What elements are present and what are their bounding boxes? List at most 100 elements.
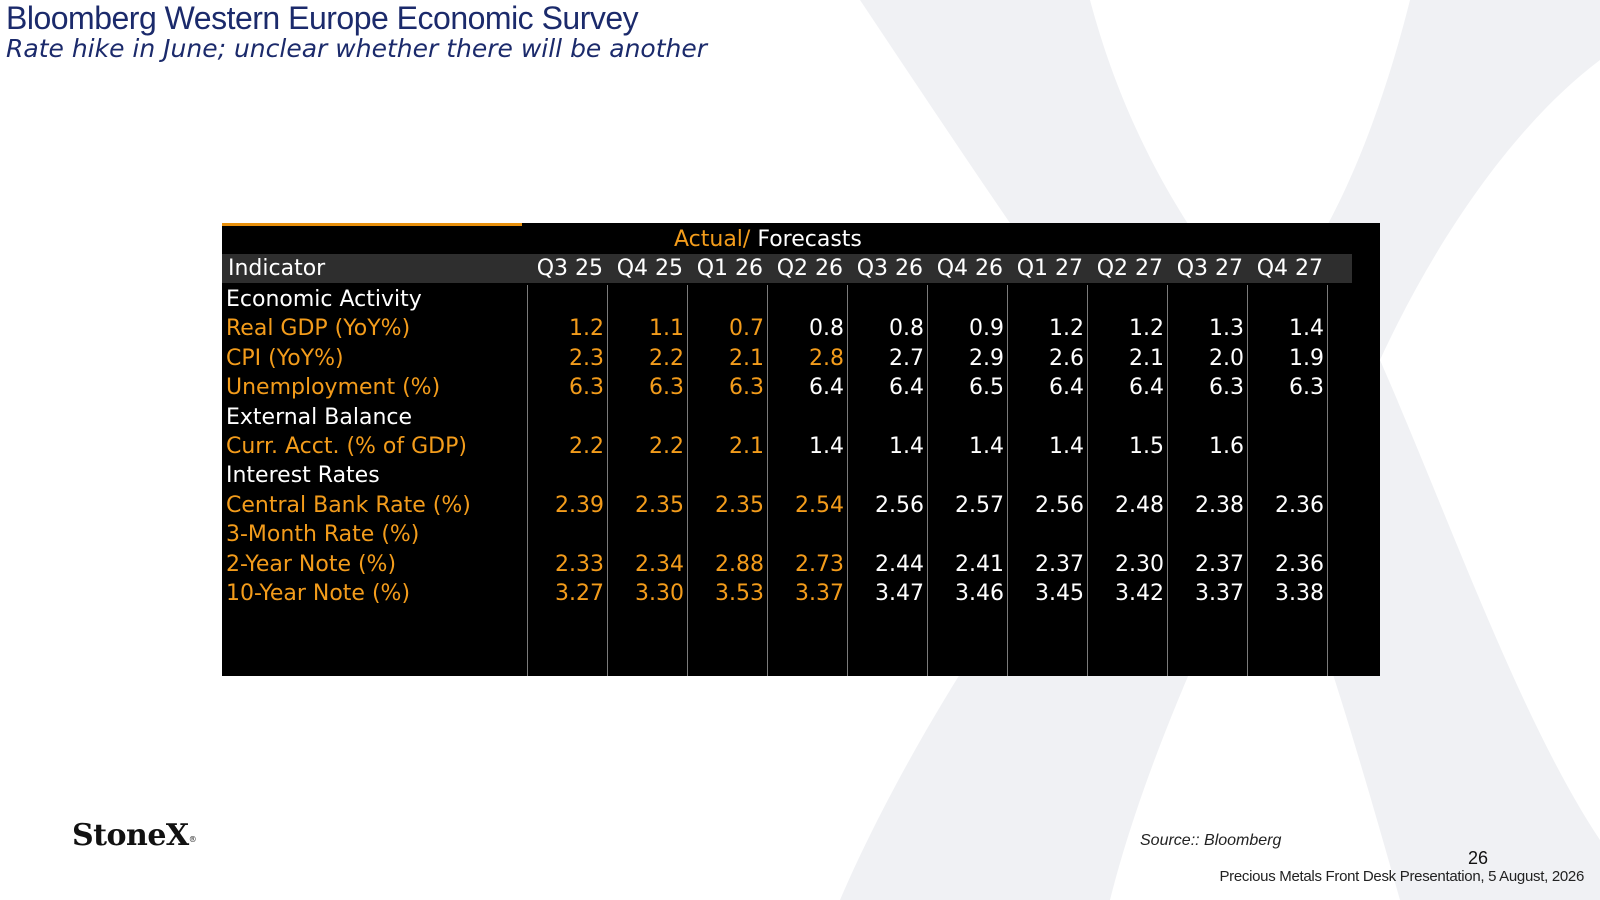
table-row: Central Bank Rate (%) 2.39 2.35 2.35 2.54 2.5… <box>222 491 1352 521</box>
column-header: Q3 26 <box>856 256 923 281</box>
section-label: Economic Activity <box>226 287 422 312</box>
table-cell: 2.56 <box>875 492 924 518</box>
row-label: Real GDP (YoY%) <box>226 316 411 342</box>
group-separator: / <box>742 227 751 252</box>
table-cell: 1.6 <box>1209 434 1244 459</box>
table-cell: 2.7 <box>889 345 924 371</box>
table-cell: 2.73 <box>795 551 844 577</box>
table-cell: 2.38 <box>1195 492 1244 518</box>
table-cell: 2.54 <box>795 492 844 518</box>
table-cell: 1.2 <box>569 316 604 342</box>
table-cell: 2.8 <box>809 345 844 371</box>
table-cell: 2.0 <box>1209 345 1244 371</box>
table-cell: 6.3 <box>1289 375 1324 401</box>
table-cell: 1.4 <box>889 434 924 459</box>
row-label: Curr. Acct. (% of GDP) <box>226 434 467 459</box>
section-row: External Balance <box>222 403 1352 433</box>
table-cell: 3.53 <box>715 581 764 606</box>
column-header: Q4 27 <box>1256 256 1323 281</box>
table-cell: 1.5 <box>1129 434 1164 459</box>
column-divider <box>527 285 528 676</box>
table-cell: 2.1 <box>1129 345 1164 371</box>
table-cell: 0.8 <box>889 316 924 342</box>
table-cell: 3.30 <box>635 581 684 606</box>
table-cell: 6.4 <box>1049 375 1084 401</box>
column-header: Q4 26 <box>936 256 1003 281</box>
table-cell: 3.46 <box>955 581 1004 606</box>
table-cell: 3.45 <box>1035 581 1084 606</box>
table-row: Curr. Acct. (% of GDP) 2.2 2.2 2.1 1.4 1.4 1.4… <box>222 432 1352 462</box>
slide-title: Bloomberg Western Europe Economic Survey <box>6 0 639 36</box>
table-cell: 2.2 <box>649 434 684 459</box>
table-cell: 2.3 <box>569 345 604 371</box>
table-cell: 2.56 <box>1035 492 1084 518</box>
table-cell: 2.34 <box>635 551 684 577</box>
table-row: Real GDP (YoY%) 1.2 1.1 0.7 0.8 0.8 0.9 1.2 1.2 1… <box>222 314 1352 344</box>
table-cell: 2.2 <box>569 434 604 459</box>
table-cell: 1.1 <box>649 316 684 342</box>
table-row: CPI (YoY%) 2.3 2.2 2.1 2.8 2.7 2.9 2.6 2.1 2.0 1.9 <box>222 344 1352 374</box>
column-header: Q2 27 <box>1096 256 1163 281</box>
actual-label: Actual <box>674 227 743 252</box>
column-header: Q2 26 <box>776 256 843 281</box>
table-cell: 1.9 <box>1289 345 1324 371</box>
column-divider <box>1007 285 1008 676</box>
table-cell: 2.39 <box>555 492 604 518</box>
table-cell: 2.1 <box>729 345 764 371</box>
table-cell: 2.35 <box>715 492 764 518</box>
table-cell: 1.2 <box>1129 316 1164 342</box>
row-label: 10-Year Note (%) <box>226 581 411 606</box>
table-cell: 1.4 <box>969 434 1004 459</box>
table-cell: 0.9 <box>969 316 1004 342</box>
page-number: 26 <box>1468 848 1489 868</box>
column-divider <box>1247 285 1248 676</box>
row-label: Central Bank Rate (%) <box>226 492 471 518</box>
row-label: 2-Year Note (%) <box>226 551 397 577</box>
table-cell: 2.9 <box>969 345 1004 371</box>
table-cell: 2.88 <box>715 551 764 577</box>
table-cell: 6.4 <box>809 375 844 401</box>
column-divider <box>607 285 608 676</box>
table-cell: 2.36 <box>1275 551 1324 577</box>
bloomberg-survey-table: Actual/ Forecasts Indicator Q3 25 Q4 25 Q1… <box>222 223 1380 676</box>
table-cell: 2.41 <box>955 551 1004 577</box>
indicator-header: Indicator <box>228 256 326 281</box>
table-cell: 2.36 <box>1275 492 1324 518</box>
column-header: Q1 27 <box>1016 256 1083 281</box>
table-row: 2-Year Note (%) 2.33 2.34 2.88 2.73 2.44 2.41 2… <box>222 550 1352 580</box>
table-row: 10-Year Note (%) 3.27 3.30 3.53 3.37 3.47 3.46… <box>222 579 1352 609</box>
terminal-top-accent <box>222 223 522 226</box>
table-cell: 1.4 <box>809 434 844 459</box>
table-cell: 1.3 <box>1209 316 1244 342</box>
table-cell: 3.37 <box>1195 581 1244 606</box>
presentation-footer: Precious Metals Front Desk Presentation,… <box>1219 868 1584 885</box>
table-row: 3-Month Rate (%) <box>222 520 1352 550</box>
column-divider <box>1087 285 1088 676</box>
table-cell: 0.8 <box>809 316 844 342</box>
section-row: Economic Activity <box>222 285 1352 315</box>
row-label: 3-Month Rate (%) <box>226 522 420 548</box>
table-cell: 6.3 <box>1209 375 1244 401</box>
section-label: External Balance <box>226 404 413 430</box>
table-cell: 6.4 <box>1129 375 1164 401</box>
column-divider <box>847 285 848 676</box>
column-header: Q3 27 <box>1176 256 1243 281</box>
table-cell: 6.4 <box>889 375 924 401</box>
table-cell: 2.57 <box>955 492 1004 518</box>
column-divider <box>927 285 928 676</box>
table-cell: 3.37 <box>795 581 844 606</box>
table-header-row: Indicator Q3 25 Q4 25 Q1 26 Q2 26 Q3 26 Q4 26… <box>222 254 1352 283</box>
forecasts-label: Forecasts <box>750 227 862 252</box>
row-label: CPI (YoY%) <box>226 345 344 371</box>
table-cell: 2.37 <box>1035 551 1084 577</box>
table-cell: 2.48 <box>1115 492 1164 518</box>
column-header: Q3 25 <box>536 256 603 281</box>
table-cell: 2.30 <box>1115 551 1164 577</box>
table-cell: 1.4 <box>1049 434 1084 459</box>
column-divider <box>687 285 688 676</box>
column-header: Q4 25 <box>616 256 683 281</box>
slide-subtitle: Rate hike in June; unclear whether there… <box>6 34 708 63</box>
logo-registered-mark: ® <box>188 835 197 844</box>
table-cell: 2.1 <box>729 434 764 459</box>
table-cell: 2.37 <box>1195 551 1244 577</box>
